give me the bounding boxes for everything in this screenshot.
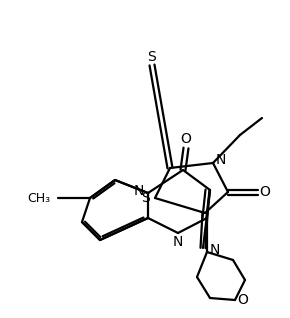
Text: N: N — [173, 235, 183, 249]
Text: N: N — [210, 243, 220, 257]
Text: N: N — [134, 184, 144, 198]
Text: CH₃: CH₃ — [27, 191, 50, 204]
Text: N: N — [216, 153, 226, 167]
Text: O: O — [181, 132, 191, 146]
Text: O: O — [260, 185, 271, 199]
Text: S: S — [148, 50, 156, 64]
Text: O: O — [238, 293, 249, 307]
Text: S: S — [142, 191, 151, 205]
